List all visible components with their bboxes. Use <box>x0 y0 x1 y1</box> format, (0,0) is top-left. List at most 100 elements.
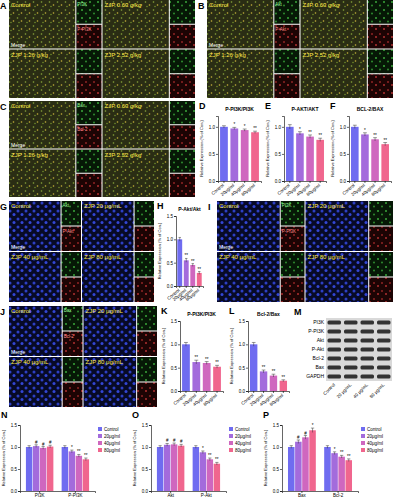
x-axis: Control20μg/ml40μg/ml80μg/ml <box>211 181 262 197</box>
band <box>328 357 342 361</box>
bar <box>203 363 211 391</box>
annotation: ** <box>191 259 195 264</box>
y-tick-mark <box>280 425 282 426</box>
y-tick-label: 0.0 <box>273 489 280 494</box>
marks <box>157 443 220 491</box>
y-tick-mark <box>280 491 282 492</box>
band <box>377 375 391 379</box>
band <box>361 375 375 379</box>
y-tick-mark <box>246 368 248 369</box>
channel-image <box>170 150 195 173</box>
annotation: ** <box>184 253 188 258</box>
y-tick-mark <box>18 425 20 426</box>
y-tick-mark <box>282 181 284 182</box>
condition-label: ZJP 80 μg/mL <box>84 254 122 260</box>
y-tick: 1.0 <box>142 445 151 450</box>
channel-image <box>76 125 101 148</box>
legend-swatch <box>361 441 365 445</box>
channel-label: P-Akt <box>63 229 75 234</box>
annotations: ***** <box>364 128 387 143</box>
channel-image <box>76 50 101 74</box>
x-axis: AktP-Akt <box>152 491 227 498</box>
bar <box>214 464 220 491</box>
channel-image <box>369 278 393 303</box>
y-tick: 0.0 <box>340 179 349 184</box>
annotation: * <box>334 447 336 452</box>
x-axis: BaxBcl-2 <box>283 491 359 498</box>
panel-letter: H <box>157 201 164 211</box>
error-bar <box>185 258 187 262</box>
y-tick: 1.0 <box>273 445 282 450</box>
bar <box>345 460 352 491</box>
panel-letter: N <box>1 410 8 420</box>
channel-image <box>76 25 101 49</box>
bar <box>324 447 331 491</box>
y-tick-label: 0.5 <box>11 467 18 472</box>
y-tick-label: 1.5 <box>239 319 246 324</box>
channel-image <box>170 0 195 24</box>
y-tick-mark <box>178 344 180 345</box>
chart-title: P-PI3K/PI3K <box>187 311 216 317</box>
channel-image <box>368 0 393 24</box>
channel-label: PI3K <box>77 2 87 7</box>
y-tick: 0.0 <box>273 489 282 494</box>
image-panel: BControlAktP-AktMergeZJP 0.63 g/kgZJP 1.… <box>198 0 393 98</box>
annotation: ** <box>340 450 344 455</box>
panel-letter: K <box>161 306 168 316</box>
band <box>361 339 375 343</box>
x-tick-label: 80μg/ml <box>269 393 285 407</box>
channel-image <box>62 227 81 252</box>
y-axis-title: Relative Expression (% of Con.) <box>1 429 6 486</box>
x-tick-mark <box>255 181 256 183</box>
annotation: ** <box>253 126 257 131</box>
channel-image <box>76 101 101 124</box>
channel-image <box>137 332 157 357</box>
channel-label: PI3K <box>282 203 292 208</box>
error-bar <box>180 444 183 447</box>
y-tick: 1.5 <box>239 319 248 324</box>
channel-image <box>170 50 195 74</box>
lane-label: 20 μg/mL <box>336 382 353 399</box>
y-tick: 0.0 <box>209 179 218 184</box>
band <box>328 339 342 343</box>
y-tick: 0.5 <box>171 366 180 371</box>
error-bar <box>290 446 293 449</box>
error-bar <box>347 459 350 462</box>
channel-image <box>135 252 154 277</box>
error-bar <box>35 445 38 448</box>
y-axis-line <box>174 217 177 287</box>
band <box>361 330 375 334</box>
y-axis: 0.00.51.01.5 <box>239 319 249 394</box>
panel-letter: I <box>208 202 211 212</box>
channel-image <box>274 25 299 49</box>
y-tick: 0.5 <box>142 467 151 472</box>
bar <box>241 130 249 181</box>
error-bar <box>192 264 194 267</box>
merge-image <box>9 252 61 302</box>
bar <box>184 260 189 286</box>
bar <box>157 447 163 491</box>
y-axis-title: Relative Expression (% of Con.) <box>199 119 204 176</box>
bar <box>280 381 287 391</box>
y-tick: 0.0 <box>142 489 151 494</box>
annotation: * <box>71 445 73 450</box>
condition-label: ZJP 1.26 g/kg <box>209 52 246 58</box>
channel-label: P-PI3K <box>77 27 91 32</box>
plot: 0.00.51.01.5Control20μg/ml40μg/ml80μg/ml… <box>171 319 224 407</box>
merge-image <box>9 150 75 198</box>
x-tick-mark <box>179 286 180 288</box>
band <box>328 321 342 325</box>
y-tick-label: 0.5 <box>340 152 347 157</box>
channel-label: P-Akt <box>275 27 287 32</box>
channel-image <box>76 150 101 173</box>
channel-image <box>274 74 299 98</box>
error-bar <box>298 132 302 135</box>
y-tick-mark <box>174 216 176 217</box>
channel-image <box>170 174 195 197</box>
x-axis: Control20μg/ml40μg/ml80μg/ml <box>341 181 391 197</box>
merge-image <box>306 252 369 302</box>
panel-letter: P <box>263 410 269 420</box>
x-tick-mark <box>234 181 235 183</box>
error-bar <box>318 138 322 141</box>
merge-image <box>84 357 137 407</box>
